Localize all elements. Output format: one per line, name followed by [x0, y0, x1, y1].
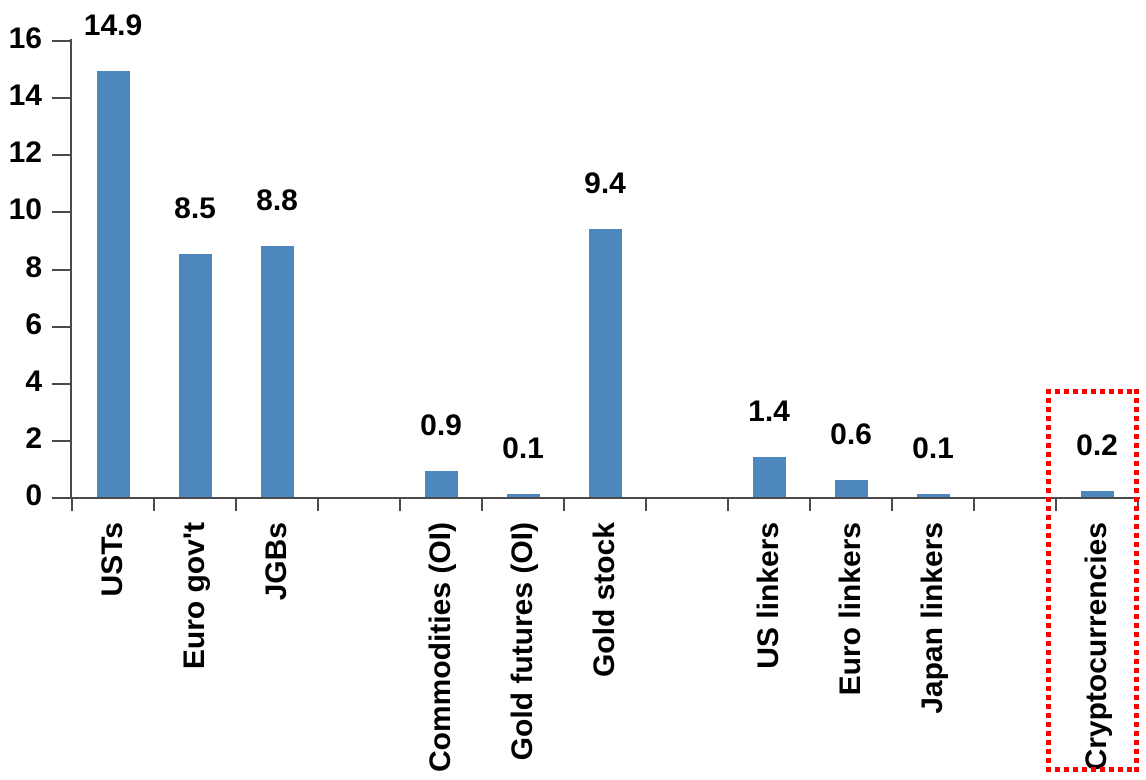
y-tick-mark	[52, 325, 72, 328]
x-tick-mark	[973, 498, 975, 511]
y-tick-label: 10	[8, 193, 42, 227]
category-label: JGBs	[260, 522, 293, 601]
x-tick-mark	[1055, 498, 1057, 511]
bar-value-label: 0.9	[420, 409, 462, 443]
x-tick-mark	[891, 498, 893, 511]
bar	[424, 471, 458, 497]
x-tick-mark	[71, 498, 73, 511]
y-tick-mark	[52, 97, 72, 100]
category-label: Japan linkers	[916, 522, 949, 714]
bar	[834, 479, 868, 497]
y-tick-mark	[52, 439, 72, 442]
bar-value-label: 9.4	[584, 166, 626, 200]
bar	[588, 228, 622, 497]
y-tick-mark	[52, 497, 72, 499]
bar	[1080, 491, 1114, 497]
bar-value-label: 8.5	[174, 192, 216, 226]
bar-value-label: 0.1	[502, 432, 544, 466]
y-tick-label: 8	[25, 250, 42, 284]
category-label: USTs	[96, 522, 129, 597]
category-label: Gold futures (OI)	[506, 522, 539, 761]
bar-value-label: 14.9	[83, 9, 143, 43]
y-tick-mark	[52, 268, 72, 271]
bar	[752, 457, 786, 497]
x-tick-mark	[563, 498, 565, 511]
category-label: Cryptocurrencies	[1080, 522, 1113, 771]
x-tick-mark	[727, 498, 729, 511]
bar-value-label: 0.2	[1076, 429, 1118, 463]
category-label: Commodities (OI)	[424, 522, 457, 773]
bar	[96, 71, 130, 497]
category-label: US linkers	[752, 522, 785, 669]
y-tick-label: 16	[8, 22, 42, 55]
y-tick-mark	[52, 382, 72, 385]
bar-value-label: 8.8	[256, 183, 298, 217]
bar-value-label: 0.6	[830, 417, 872, 451]
y-tick-mark	[52, 40, 72, 42]
bar	[178, 254, 212, 497]
y-tick-label: 14	[8, 79, 42, 113]
category-label: Euro gov't	[178, 522, 211, 670]
bar-value-label: 0.1	[912, 432, 954, 466]
y-tick-mark	[52, 211, 72, 214]
x-tick-mark	[481, 498, 483, 511]
x-tick-mark	[809, 498, 811, 511]
bar	[916, 494, 950, 497]
x-tick-mark	[317, 498, 319, 511]
x-axis-line	[70, 497, 1140, 499]
x-tick-mark	[399, 498, 401, 511]
x-tick-mark	[153, 498, 155, 511]
y-tick-label: 2	[25, 421, 42, 455]
x-tick-mark	[1137, 498, 1139, 511]
bar	[506, 494, 540, 497]
y-tick-label: 6	[25, 307, 42, 341]
y-tick-label: 0	[25, 479, 42, 512]
bar	[260, 245, 294, 497]
bar-value-label: 1.4	[748, 395, 790, 428]
category-label: Gold stock	[588, 522, 621, 678]
x-tick-mark	[645, 498, 647, 511]
category-label: Euro linkers	[834, 522, 867, 696]
x-tick-mark	[235, 498, 237, 511]
highlight-box-top-edge	[1046, 389, 1139, 394]
y-tick-label: 4	[25, 364, 42, 398]
y-tick-mark	[52, 154, 72, 157]
y-tick-label: 12	[8, 136, 42, 170]
